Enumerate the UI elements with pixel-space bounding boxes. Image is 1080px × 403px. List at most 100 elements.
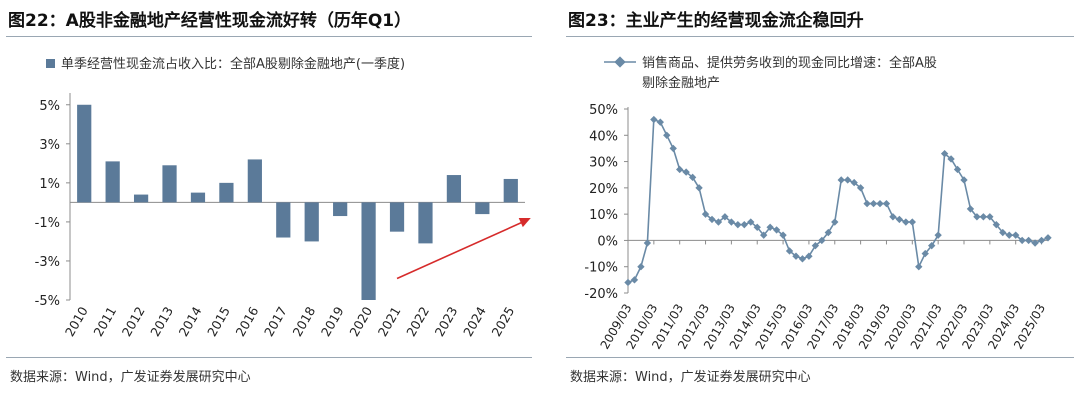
data-point [979, 213, 988, 221]
y-tick-label: 20% [589, 182, 618, 197]
bar-2022 [418, 202, 433, 244]
title-rule [566, 36, 1074, 37]
data-point [798, 255, 807, 263]
data-point [656, 118, 664, 126]
data-point [637, 263, 645, 271]
bar-2014 [190, 192, 206, 203]
bar-2020 [361, 202, 376, 300]
data-point [682, 168, 690, 176]
y-tick-label: 1% [39, 177, 60, 192]
data-point [837, 176, 845, 184]
data-point [953, 165, 962, 174]
data-point [695, 184, 703, 192]
bar-2010 [77, 104, 92, 203]
left-panel: 图22：A股非金融地产经营性现金流好转（历年Q1） 单季经营性现金流占收入比：全… [0, 0, 538, 403]
bar-2011 [105, 161, 120, 203]
bar-2023 [446, 175, 462, 203]
data-point [856, 184, 865, 192]
title-rule [6, 36, 532, 37]
x-tick-label: 2019 [318, 304, 347, 339]
trend-arrow-head [518, 217, 531, 228]
y-tick-label: 30% [589, 156, 618, 171]
bar-2015 [219, 182, 234, 203]
data-point [831, 218, 839, 226]
legend-label: 销售商品、提供劳务收到的现金同比增速：全部A股 [642, 55, 937, 71]
data-point [624, 278, 632, 287]
data-point [676, 165, 684, 174]
legend-label: 单季经营性现金流占收入比：全部A股剔除金融地产(一季度) [61, 56, 405, 72]
y-tick-label: 40% [589, 129, 618, 144]
figure-title: 图23：主业产生的经营现金流企稳回升 [568, 11, 864, 31]
data-point [986, 213, 994, 221]
data-point [921, 249, 929, 258]
bar-2019 [333, 202, 348, 217]
y-tick-label: -20% [584, 287, 618, 302]
data-point [818, 236, 826, 245]
y-tick-label: 0% [597, 234, 618, 249]
x-tick-label: 2018 [289, 304, 318, 339]
x-tick-label: 2011 [90, 304, 119, 339]
y-tick-label: 50% [589, 103, 618, 118]
figure-title: 图22：A股非金融地产经营性现金流好转（历年Q1） [8, 11, 412, 31]
x-tick-label: 2012 [119, 304, 148, 339]
x-tick-label: 2017 [261, 304, 290, 339]
x-tick-label: 2016 [233, 304, 262, 339]
right-panel: 图23：主业产生的经营现金流企稳回升 销售商品、提供劳务收到的现金同比增速：全部… [560, 0, 1080, 403]
data-point [844, 176, 852, 184]
data-point [630, 276, 639, 284]
data-point [779, 231, 787, 239]
data-point [850, 178, 858, 187]
x-tick-label: 2022 [403, 304, 432, 339]
data-point [895, 215, 904, 224]
bar-2024 [475, 202, 490, 215]
x-tick-label: 2014 [176, 304, 205, 339]
legend-label-line2: 剔除金融地产 [642, 75, 720, 91]
data-point [727, 218, 736, 226]
data-point [869, 199, 878, 208]
bar-chart: 单季经营性现金流占收入比：全部A股剔除金融地产(一季度) 5% 3% 1% -1% -3%… [35, 56, 531, 339]
data-point [772, 226, 781, 234]
legend-marker [614, 56, 626, 68]
bar-2012 [133, 194, 149, 203]
data-point [960, 176, 968, 184]
x-tick-label: 2024 [460, 304, 489, 339]
source-note: 数据来源：Wind，广发证券发展研究中心 [10, 370, 251, 385]
data-point [908, 218, 916, 226]
data-point [889, 213, 897, 221]
bar-2013 [162, 165, 177, 203]
bar-2016 [247, 159, 262, 203]
data-point [940, 150, 949, 158]
data-point [934, 231, 942, 239]
bar-2018 [304, 202, 319, 242]
data-point [992, 220, 1000, 229]
data-point [915, 263, 923, 271]
x-tick-label: 2025 [488, 304, 517, 339]
y-tick-label: 10% [589, 208, 618, 223]
data-point [947, 155, 955, 163]
x-tick-label: 2020 [346, 304, 375, 339]
data-point [805, 252, 813, 260]
bar-2025 [503, 178, 518, 203]
line-chart: 销售商品、提供劳务收到的现金同比增速：全部A股剔除金融地产 50% 40% 30% 20… [584, 55, 1052, 352]
data-point [973, 213, 981, 221]
data-point [1037, 236, 1046, 245]
y-tick-label: -1% [35, 216, 60, 231]
x-tick-label: 2021 [375, 304, 404, 339]
x-tick-label: 2010 [62, 304, 91, 339]
data-point [1024, 236, 1033, 245]
source-rule [6, 357, 532, 358]
series-line [627, 118, 1049, 284]
data-point [643, 239, 652, 247]
y-tick-label: 3% [39, 138, 60, 153]
trend-arrow-line [396, 221, 524, 280]
data-point [740, 220, 748, 229]
data-point [1018, 236, 1026, 245]
data-point [863, 199, 871, 208]
y-tick-label: 5% [39, 99, 60, 114]
data-point [650, 115, 658, 124]
source-note: 数据来源：Wind，广发证券发展研究中心 [570, 370, 811, 385]
bar-2017 [276, 202, 291, 238]
y-tick-label: -5% [35, 294, 60, 309]
data-point [876, 199, 884, 208]
data-point [663, 131, 671, 139]
